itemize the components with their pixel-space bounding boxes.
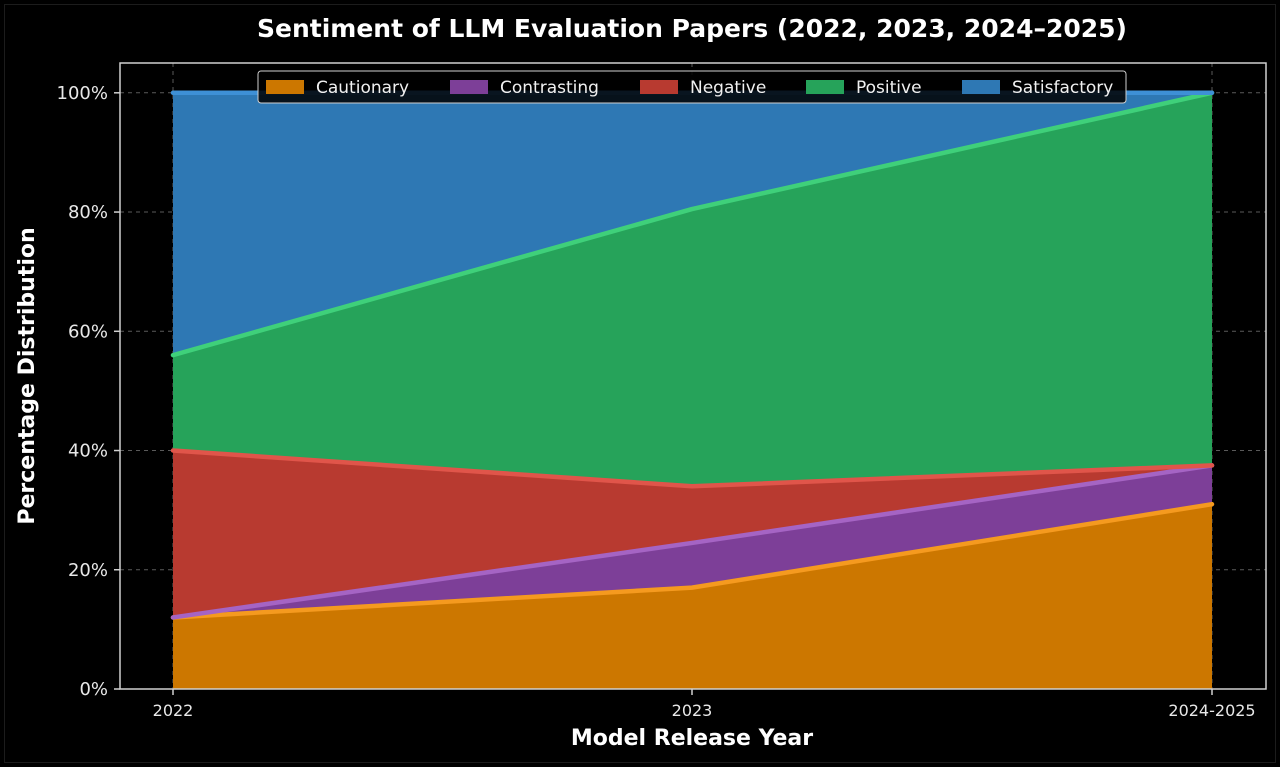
x-tick-label: 2024-2025	[1168, 701, 1255, 720]
area-positive	[173, 92, 1212, 487]
area-satisfactory	[173, 92, 1212, 356]
series-line-contrasting	[170, 463, 1215, 620]
legend-label-satisfactory: Satisfactory	[1012, 78, 1113, 98]
series-line-negative	[170, 448, 1215, 489]
legend-swatch-contrasting	[450, 80, 488, 94]
legend-swatch-positive	[806, 80, 844, 94]
area-negative	[173, 450, 1212, 618]
legend-label-contrasting: Contrasting	[500, 78, 599, 98]
y-tick-label: 0%	[79, 679, 108, 700]
x-tick-label: 2022	[153, 701, 194, 720]
x-tick-label: 2023	[672, 701, 713, 720]
chart-title: Sentiment of LLM Evaluation Papers (2022…	[257, 14, 1127, 43]
y-tick-label: 20%	[68, 560, 108, 581]
legend-label-cautionary: Cautionary	[316, 78, 409, 98]
x-axis-label: Model Release Year	[571, 726, 813, 751]
series-line-cautionary	[170, 501, 1215, 620]
area-cautionary	[173, 504, 1212, 689]
legend-label-positive: Positive	[856, 78, 922, 98]
y-tick-label: 40%	[68, 441, 108, 462]
series-line-positive	[170, 90, 1215, 358]
legend-box	[257, 70, 1127, 104]
legend-swatch-cautionary	[266, 80, 304, 94]
plot-area-border	[119, 62, 1267, 690]
y-tick-label: 80%	[68, 202, 108, 223]
legend: Cautionary Contrasting Negative Positive Sat…	[257, 70, 1127, 104]
y-axis-label: Percentage Distribution	[15, 227, 40, 524]
y-tick-label: 60%	[68, 321, 108, 342]
legend-swatch-negative	[640, 80, 678, 94]
y-tick-label: 100%	[57, 83, 108, 104]
legend-swatch-satisfactory	[962, 80, 1000, 94]
legend-label-negative: Negative	[690, 78, 766, 98]
y-axis-ticks: 0% 20% 40% 60% 80% 100%	[57, 83, 120, 700]
area-layer	[173, 92, 1212, 689]
x-axis-ticks: 2022 2023 2024-2025	[153, 689, 1256, 720]
